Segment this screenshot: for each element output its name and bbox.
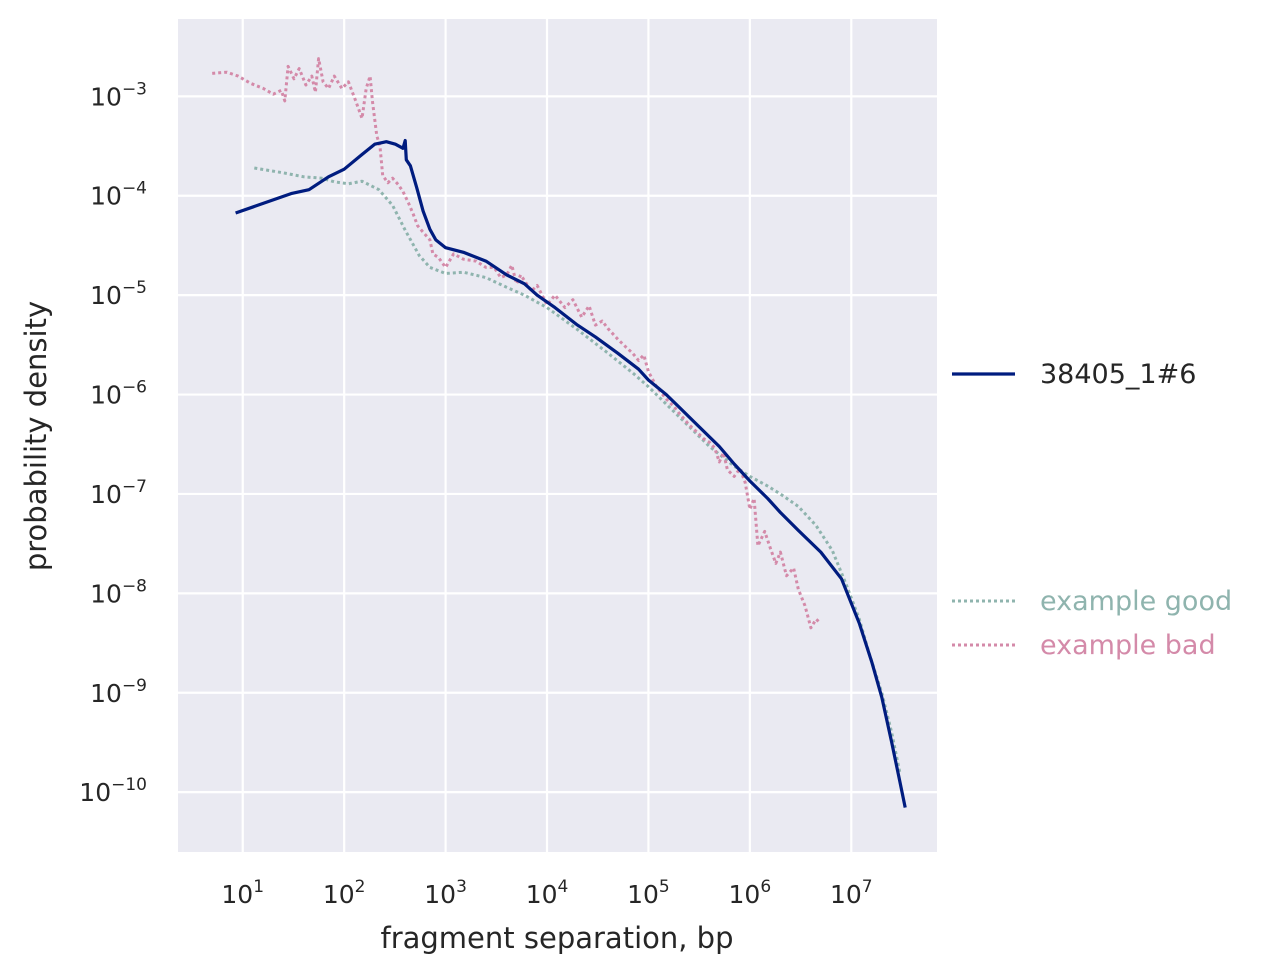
y-tick-label: 10−10 bbox=[79, 775, 147, 807]
legend-label-example-bad: example bad bbox=[1040, 630, 1216, 661]
x-tick-label: 105 bbox=[627, 877, 670, 909]
x-tick-label: 102 bbox=[323, 877, 366, 909]
series-line-example-good bbox=[254, 166, 902, 773]
y-gridlines bbox=[178, 95, 937, 794]
series-line-example-bad bbox=[212, 57, 822, 630]
x-tick-label: 106 bbox=[729, 877, 772, 909]
y-tick-label: 10−7 bbox=[90, 477, 147, 509]
series-line-38405-1-6 bbox=[235, 138, 907, 808]
x-axis-label: fragment separation, bp bbox=[381, 921, 734, 955]
y-tick-label: 10−6 bbox=[90, 378, 147, 410]
plot-background bbox=[178, 19, 937, 852]
x-tick-label: 104 bbox=[526, 877, 569, 909]
x-tick-label: 107 bbox=[830, 877, 873, 909]
legend-entry-example-good: example good bbox=[952, 586, 1232, 617]
x-tick-labels: 101 102 103 104 105 106 107 bbox=[221, 877, 872, 909]
legend-entry-example-bad: example bad bbox=[952, 630, 1216, 661]
legend-label-series-1: 38405_1#6 bbox=[1040, 359, 1196, 390]
y-tick-label: 10−5 bbox=[90, 278, 147, 310]
y-tick-label: 10−4 bbox=[90, 179, 147, 211]
x-tick-label: 103 bbox=[424, 877, 467, 909]
y-tick-label: 10−8 bbox=[90, 576, 147, 608]
x-tick-label: 101 bbox=[221, 877, 264, 909]
legend: 38405_1#6 example good example bad bbox=[952, 359, 1232, 661]
series-layer bbox=[212, 57, 907, 808]
y-axis-label: probability density bbox=[19, 301, 53, 571]
legend-entry-series-1: 38405_1#6 bbox=[952, 359, 1196, 390]
legend-label-example-good: example good bbox=[1040, 586, 1232, 617]
y-tick-label: 10−9 bbox=[90, 676, 147, 708]
y-tick-label: 10−3 bbox=[90, 79, 147, 111]
x-gridlines bbox=[241, 19, 853, 852]
y-tick-labels: 10−3 10−4 10−5 10−6 10−7 10−8 10−9 10−10 bbox=[79, 79, 147, 807]
